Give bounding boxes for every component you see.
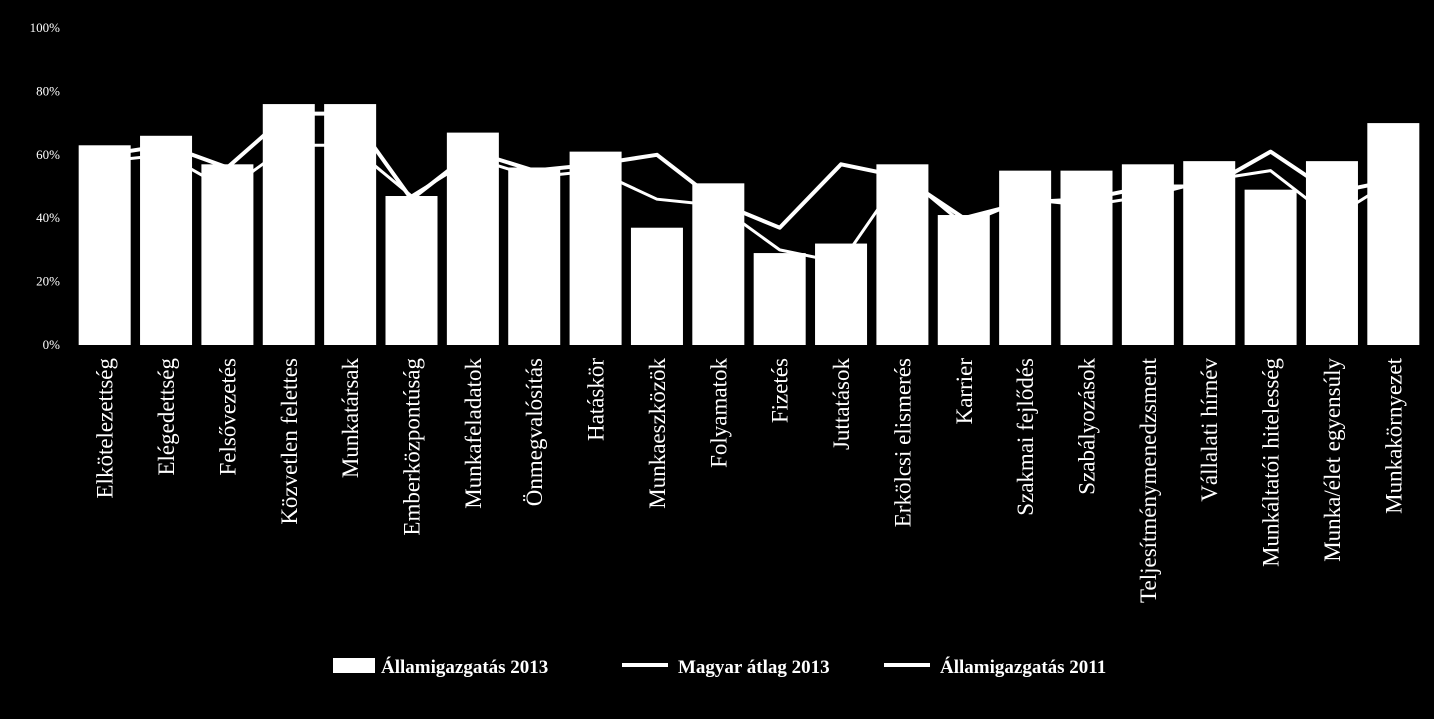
x-tick-label: Karrier [952, 358, 977, 425]
x-tick-label: Fizetés [768, 358, 793, 423]
x-tick-label: Juttatások [829, 358, 854, 450]
bar [692, 183, 745, 345]
x-tick-label: Szabályozások [1075, 358, 1100, 495]
x-tick-label: Erkölcsi elismerés [890, 358, 915, 527]
x-tick-label: Munkakörnyezet [1381, 357, 1406, 513]
bar [1244, 189, 1297, 345]
legend-label: Államigazgatás 2013 [381, 656, 548, 678]
category-labels: Elkötelezettség Elégedettség Felsővezetés K… [93, 357, 1407, 603]
legend-label: Magyar átlag 2013 [678, 657, 830, 678]
y-tick-label: 0% [43, 337, 61, 352]
bar [201, 164, 254, 345]
x-tick-label: Munkaeszközök [645, 358, 670, 509]
legend-label: Államigazgatás 2011 [940, 656, 1106, 678]
bar [1183, 161, 1236, 345]
bar [1367, 123, 1420, 345]
bar [937, 215, 990, 345]
x-tick-label: Felsővezetés [215, 358, 240, 476]
x-tick-label: Elégedettség [154, 358, 179, 476]
x-tick-label: Emberközpontúság [400, 358, 425, 536]
x-tick-label: Teljesítménymenedzsment [1136, 357, 1161, 603]
x-tick-label: Munkafeladatok [461, 358, 486, 509]
bar [630, 227, 683, 345]
x-tick-label: Munka/élet egyensúly [1320, 358, 1345, 562]
bar [999, 170, 1052, 345]
series-line [104, 111, 1394, 230]
bar [262, 104, 315, 345]
y-tick-label: 60% [36, 147, 60, 162]
bar [569, 151, 622, 345]
bar [385, 196, 438, 345]
x-tick-label: Szakmai fejlődés [1013, 358, 1038, 516]
x-tick-label: Munkatársak [338, 358, 363, 479]
bar [1121, 164, 1174, 345]
y-tick-label: 80% [36, 83, 60, 98]
y-axis: 0% 20% 40% 60% 80% 100% [30, 20, 61, 352]
x-tick-label: Hatáskör [584, 358, 609, 441]
x-tick-label: Önmegvalósítás [522, 358, 547, 506]
x-tick-label: Folyamatok [706, 358, 731, 468]
bar [876, 164, 929, 345]
bar [753, 253, 806, 345]
legend: Államigazgatás 2013 Magyar átlag 2013 Álla… [333, 656, 1106, 678]
x-tick-label: Elkötelezettség [93, 358, 118, 499]
bar [140, 135, 193, 345]
line-series [104, 111, 1395, 265]
y-tick-label: 20% [36, 274, 60, 289]
x-tick-label: Vállalati hírnév [1197, 358, 1222, 502]
y-tick-label: 100% [30, 20, 61, 35]
y-tick-label: 40% [36, 210, 60, 225]
x-tick-label: Közvetlen felettes [277, 358, 302, 525]
legend-swatch [333, 658, 375, 673]
bar-series [78, 104, 1420, 345]
bar [508, 167, 561, 345]
bar [78, 145, 131, 345]
x-tick-label: Munkáltatói hitelesség [1259, 358, 1284, 567]
